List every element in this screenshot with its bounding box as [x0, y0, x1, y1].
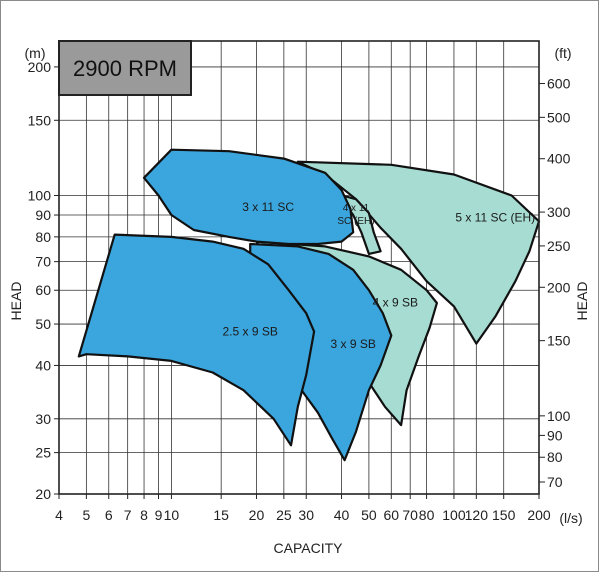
x-tick-label-10: 10 — [164, 507, 180, 523]
plot-border — [58, 40, 540, 495]
x-tick-label-120: 120 — [465, 507, 489, 523]
x-tick-label-80: 80 — [419, 507, 435, 523]
y-tick-label-left-150: 150 — [28, 112, 52, 128]
x-tick-labels: 4 5 6 7 8 9 10 15 20 25 30 40 50 60 70 80 100 120 150 200 — [55, 507, 551, 523]
rpm-box — [58, 40, 192, 96]
region-label-4-x-11-sc-eh: 4 x 11 SC (EH) — [337, 203, 374, 227]
x-tick-label-5: 5 — [82, 507, 90, 523]
x-axis-title: CAPACITY — [274, 540, 344, 556]
x-tick-label-50: 50 — [361, 507, 377, 523]
x-tick-label-30: 30 — [298, 507, 314, 523]
x-tick-label-100: 100 — [442, 507, 466, 523]
region-label-3-x-9-sb: 3 x 9 SB — [331, 337, 376, 351]
y-tick-label-right-500: 500 — [547, 109, 571, 125]
x-unit: (l/s) — [559, 510, 582, 526]
y-axis-title-right: HEAD — [574, 282, 590, 321]
x-tick-label-200: 200 — [527, 507, 551, 523]
y-tick-label-right-600: 600 — [547, 76, 571, 92]
region-2-5-x-9-sb — [77, 233, 316, 447]
x-tick-label-15: 15 — [213, 507, 229, 523]
y-tick-label-right-70: 70 — [547, 474, 563, 490]
region-label-3-x-11-sc: 3 x 11 SC — [242, 200, 294, 214]
y-tick-labels-right: 70 80 90 100 150 200 250 300 400 500 600 — [547, 76, 571, 490]
x-tick-label-4: 4 — [55, 507, 63, 523]
regions-layer — [77, 148, 541, 462]
x-tick-label-150: 150 — [492, 507, 516, 523]
y-tick-label-left-50: 50 — [35, 316, 51, 332]
x-tick-label-25: 25 — [276, 507, 292, 523]
region-label-5-x-11-sc-eh: 5 x 11 SC (EH) — [455, 210, 535, 224]
region-labels: 5 x 11 SC (EH) 4 x 9 SB 4 x 11 SC (EH) 3 x 1… — [222, 200, 535, 351]
rpm-title: 2900 RPM — [73, 56, 177, 81]
y-tick-label-left-25: 25 — [35, 445, 51, 461]
x-tick-label-8: 8 — [140, 507, 148, 523]
y-axis-title-left: HEAD — [8, 282, 24, 321]
x-tick-label-70: 70 — [402, 507, 418, 523]
x-tick-label-60: 60 — [383, 507, 399, 523]
region-3-x-11-sc — [142, 148, 355, 246]
y-tick-label-right-90: 90 — [547, 427, 563, 443]
y-tick-label-left-200: 200 — [28, 59, 52, 75]
region-label-4-x-9-sb: 4 x 9 SB — [373, 295, 418, 309]
x-tick-label-40: 40 — [334, 507, 350, 523]
y-tick-label-right-80: 80 — [547, 449, 563, 465]
y-tick-label-right-100: 100 — [547, 408, 571, 424]
y-tick-labels-left: 20 25 30 40 50 60 70 80 90 100 150 200 — [28, 59, 52, 502]
x-tick-label-20: 20 — [249, 507, 265, 523]
x-tick-label-7: 7 — [124, 507, 132, 523]
y-tick-label-left-90: 90 — [35, 207, 51, 223]
y-tick-label-left-100: 100 — [28, 187, 52, 203]
y-tick-label-right-150: 150 — [547, 333, 571, 349]
y-tick-label-right-200: 200 — [547, 279, 571, 295]
y-tick-label-left-70: 70 — [35, 254, 51, 270]
y-tick-label-left-80: 80 — [35, 229, 51, 245]
y-tick-label-left-60: 60 — [35, 282, 51, 298]
y-tick-label-right-250: 250 — [547, 238, 571, 254]
y-unit-right: (ft) — [554, 45, 571, 61]
y-unit-left: (m) — [25, 45, 46, 61]
y-tick-label-right-400: 400 — [547, 151, 571, 167]
x-tick-label-6: 6 — [105, 507, 113, 523]
y-tick-label-left-40: 40 — [35, 357, 51, 373]
x-tick-label-9: 9 — [155, 507, 163, 523]
region-label-2-5-x-9-sb: 2.5 x 9 SB — [222, 325, 277, 339]
y-tick-label-right-300: 300 — [547, 204, 571, 220]
axis-layer — [54, 40, 545, 499]
y-tick-label-left-30: 30 — [35, 411, 51, 427]
y-tick-label-left-20: 20 — [35, 486, 51, 502]
